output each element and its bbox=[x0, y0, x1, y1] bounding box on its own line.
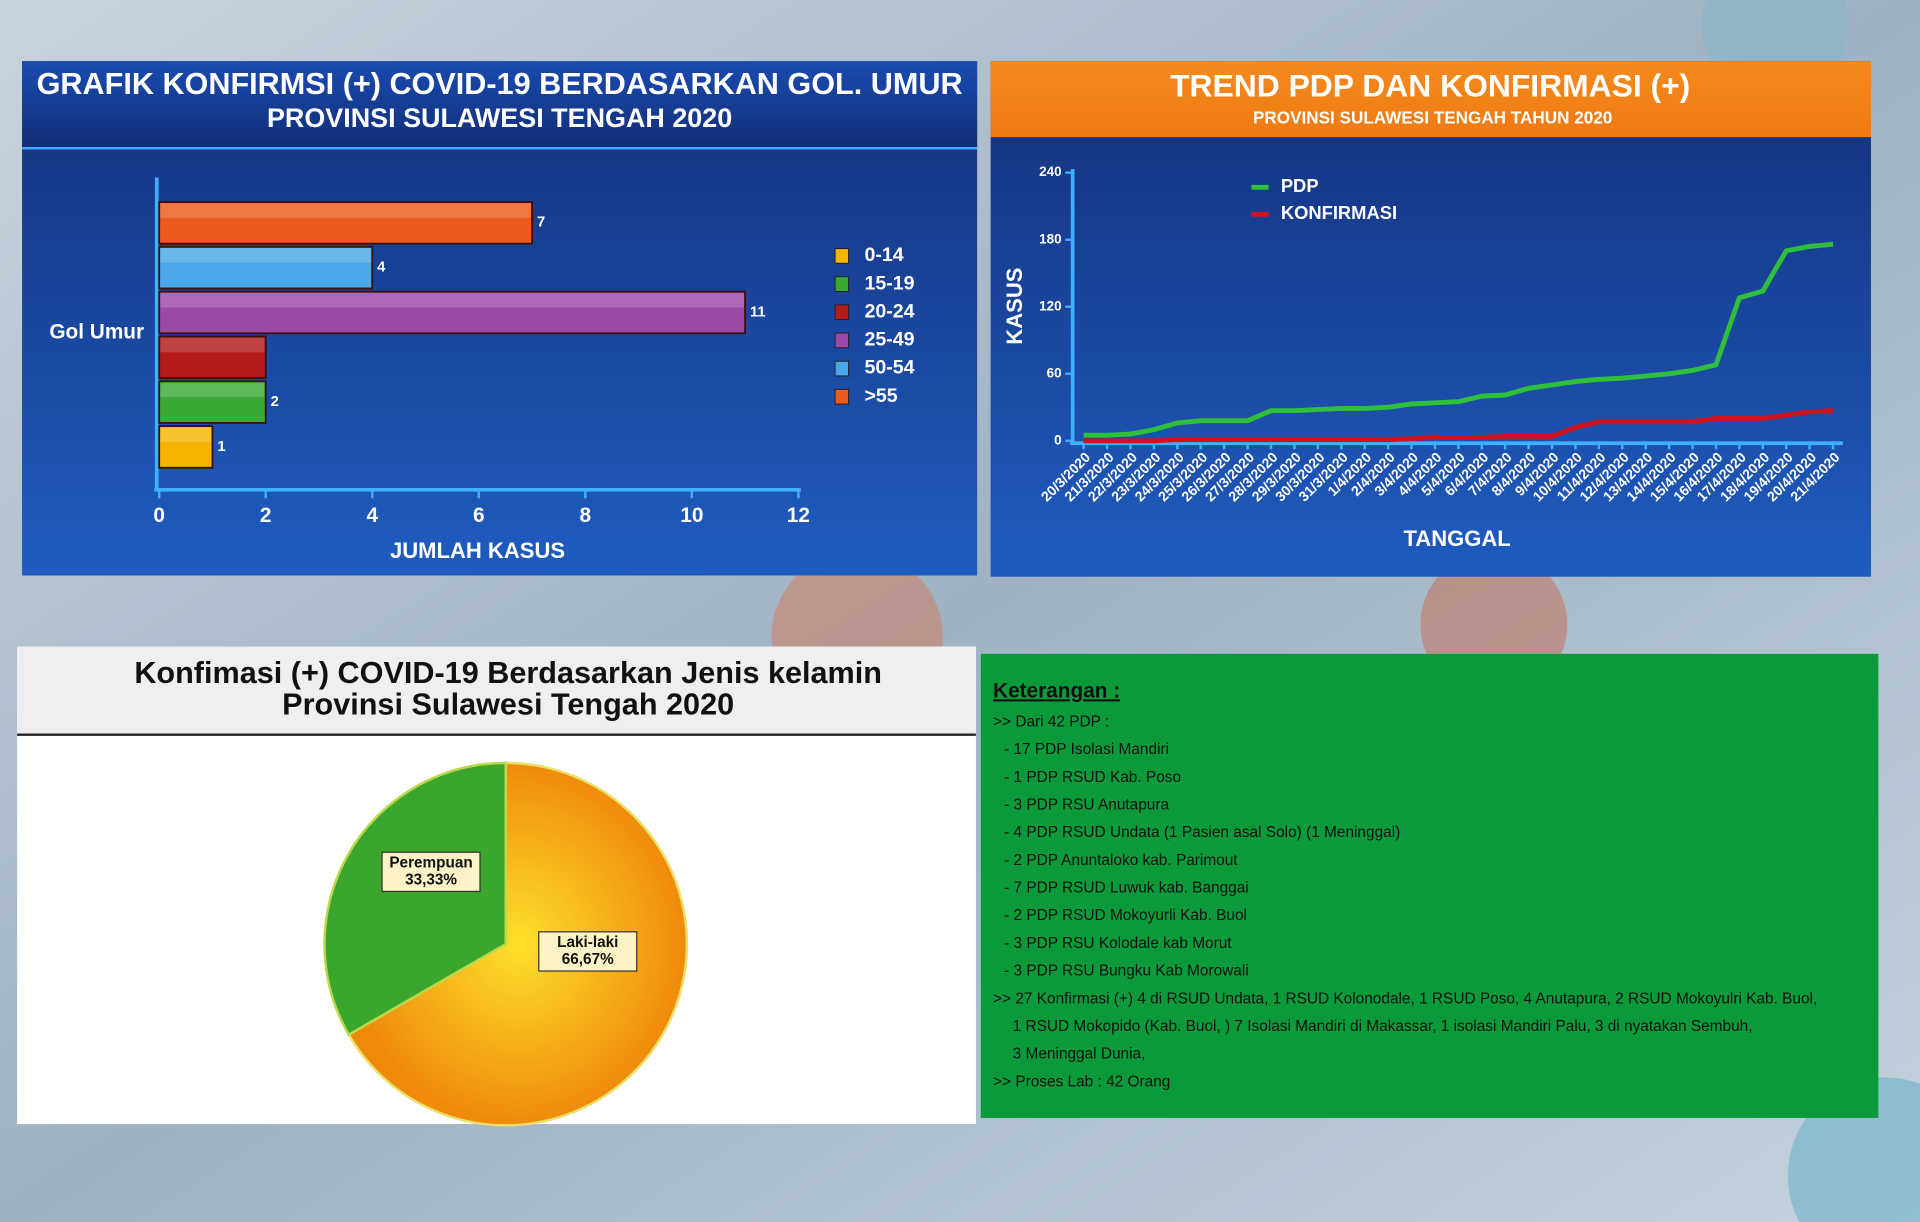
label-box bbox=[538, 931, 638, 972]
x-tick-label: 0 bbox=[153, 504, 165, 527]
legend-swatch bbox=[834, 388, 850, 405]
legend-label: 25-49 bbox=[864, 329, 914, 351]
y-tick-label: 0 bbox=[1054, 432, 1061, 447]
legend-swatch bbox=[834, 332, 850, 349]
line-series bbox=[1083, 241, 1834, 438]
line-panel bbox=[990, 61, 1872, 577]
data-label: 1 bbox=[217, 439, 225, 455]
y-tick-label: 120 bbox=[1039, 298, 1061, 313]
y-axis-label: KASUS bbox=[1002, 268, 1027, 345]
notes-line: - 3 PDP RSU Kolodale kab Morut bbox=[1004, 935, 1232, 952]
legend-swatch bbox=[834, 304, 850, 321]
notes-heading: Keterangan : bbox=[993, 679, 1120, 702]
bar-highlight bbox=[160, 248, 372, 263]
chart-subtitle: Provinsi Sulawesi Tengah 2020 bbox=[282, 688, 734, 722]
legend-label: 15-19 bbox=[864, 272, 914, 294]
pie-header bbox=[17, 646, 976, 735]
chart-subtitle: PROVINSI SULAWESI TENGAH TAHUN 2020 bbox=[1253, 107, 1612, 127]
slice-value: 66,67% bbox=[562, 951, 614, 968]
x-tick-label: 6 bbox=[473, 504, 485, 527]
bar-header bbox=[22, 61, 978, 147]
x-axis-label: JUMLAH KASUS bbox=[390, 538, 565, 563]
slice-label: Perempuan bbox=[389, 854, 472, 871]
notes-line: 3 Meninggal Dunia, bbox=[1013, 1046, 1146, 1063]
notes-line: - 1 PDP RSUD Kab. Poso bbox=[1004, 769, 1181, 786]
line-header bbox=[990, 61, 1872, 138]
notes-line: - 17 PDP Isolasi Mandiri bbox=[1004, 741, 1169, 758]
bar-highlight bbox=[160, 292, 744, 308]
chart-title: Konfimasi (+) COVID-19 Berdasarkan Jenis… bbox=[134, 656, 882, 690]
y-tick-label: 180 bbox=[1039, 231, 1061, 246]
notes-line: - 4 PDP RSUD Undata (1 Pasien asal Solo)… bbox=[1004, 824, 1400, 841]
bar bbox=[158, 380, 267, 424]
y-axis-label: Gol Umur bbox=[49, 321, 144, 344]
x-tick-label: 4 bbox=[366, 504, 378, 527]
notes-line: - 2 PDP RSUD Mokoyurli Kab. Buol bbox=[1004, 907, 1247, 924]
bar-highlight bbox=[160, 382, 265, 398]
x-tick-label: 12 bbox=[787, 504, 810, 527]
notes: Keterangan : >> Dari 42 PDP : - 17 PDP Is… bbox=[993, 679, 1817, 1090]
bar bbox=[158, 201, 533, 245]
data-label: 11 bbox=[750, 304, 766, 320]
pie-slice bbox=[323, 761, 507, 1037]
bar-highlight bbox=[160, 337, 265, 353]
legend-label: 0-14 bbox=[864, 244, 903, 266]
layout: GRAFIK KONFIRMSI (+) COVID-19 BERDASARKA… bbox=[17, 0, 1920, 1222]
label-box bbox=[381, 851, 481, 893]
slice-label: Laki-laki bbox=[557, 934, 618, 951]
bar bbox=[158, 245, 374, 290]
chart-title: TREND PDP DAN KONFIRMASI (+) bbox=[1170, 68, 1690, 104]
bar-highlight bbox=[160, 427, 212, 442]
notes-line: - 7 PDP RSUD Luwuk kab. Banggai bbox=[1004, 880, 1249, 897]
legend-label: >55 bbox=[864, 385, 897, 407]
data-label: 7 bbox=[537, 215, 545, 231]
legend-label: 50-54 bbox=[864, 357, 914, 379]
bar bbox=[158, 425, 214, 469]
y-tick-label: 60 bbox=[1047, 365, 1062, 380]
legend-swatch bbox=[834, 360, 850, 377]
legend-label: PDP bbox=[1281, 175, 1319, 196]
chart-title: GRAFIK KONFIRMSI (+) COVID-19 BERDASARKA… bbox=[37, 67, 963, 101]
notes-line: >> Proses Lab : 42 Orang bbox=[993, 1073, 1170, 1090]
notes-line: - 2 PDP Anuntaloko kab. Parimout bbox=[1004, 852, 1238, 869]
pie-slice bbox=[347, 761, 689, 1127]
legend-swatch bbox=[834, 248, 850, 264]
x-tick-label: 8 bbox=[580, 504, 592, 527]
bar bbox=[158, 290, 747, 335]
x-tick-label: 10 bbox=[680, 504, 703, 527]
notes-line: 1 RSUD Mokopido (Kab. Buol, ) 7 Isolasi … bbox=[1013, 1018, 1753, 1035]
notes-panel bbox=[980, 653, 1879, 1118]
chart-subtitle: PROVINSI SULAWESI TENGAH 2020 bbox=[267, 103, 732, 133]
notes-line: - 3 PDP RSU Bungku Kab Morowali bbox=[1004, 963, 1249, 980]
slice-value: 33,33% bbox=[405, 871, 457, 888]
bar bbox=[158, 335, 267, 380]
data-label: 4 bbox=[377, 260, 386, 276]
legend-label: KONFIRMASI bbox=[1281, 202, 1397, 223]
notes-line: - 3 PDP RSU Anutapura bbox=[1004, 797, 1169, 814]
legend-label: 20-24 bbox=[864, 300, 914, 322]
notes-line: >> Dari 42 PDP : bbox=[993, 714, 1109, 731]
x-axis-label: TANGGAL bbox=[1403, 526, 1510, 551]
line-series bbox=[1083, 408, 1834, 444]
bar-highlight bbox=[160, 203, 531, 218]
legend-swatch bbox=[834, 276, 850, 292]
notes-line: >> 27 Konfirmasi (+) 4 di RSUD Undata, 1… bbox=[993, 990, 1817, 1007]
data-label: 2 bbox=[271, 394, 279, 410]
x-tick-label: 2 bbox=[260, 504, 272, 527]
y-tick-label: 240 bbox=[1039, 164, 1061, 179]
